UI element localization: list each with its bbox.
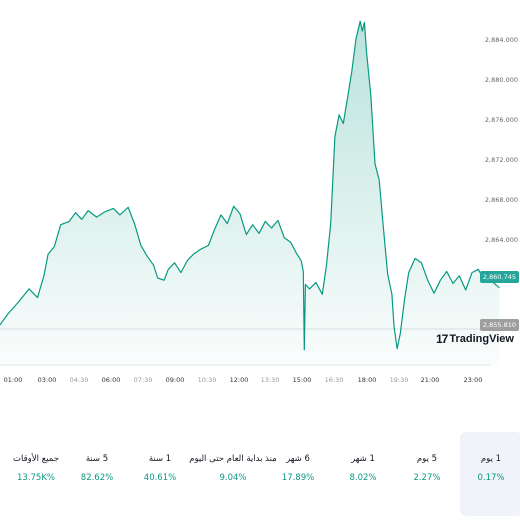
period-tab[interactable]: 1 شهر 8.02%: [332, 432, 394, 516]
period-tab[interactable]: 5 سنة 82.62%: [66, 432, 128, 516]
period-label: 5 يوم: [416, 454, 438, 464]
time-tick-label: 09:00: [165, 376, 185, 384]
period-label: منذ بداية العام حتى اليوم: [189, 454, 277, 464]
period-label: 1 شهر: [351, 454, 375, 464]
time-tick-label: 15:00: [292, 376, 312, 384]
performance-periods: 1 يوم 0.17% 5 يوم 2.27% 1 شهر 8.02% 6 شهر 17.89…: [0, 432, 520, 520]
time-tick-label: 12:00: [229, 376, 249, 384]
period-label: جميع الأوقات: [13, 454, 59, 464]
period-change-value: 2.27%: [413, 473, 441, 483]
time-tick-label: 07:30: [133, 376, 153, 384]
current-price-badge: 2,860.745: [479, 271, 519, 283]
time-tick-label: 16:30: [324, 376, 344, 384]
time-tick-label: 10:30: [197, 376, 217, 384]
price-tick-label: 2,864.000: [484, 236, 518, 244]
price-tick-label: 2,884.000: [484, 36, 518, 44]
period-label: 6 شهر: [286, 454, 310, 464]
period-tab[interactable]: منذ بداية العام حتى اليوم 9.04%: [185, 432, 281, 516]
chart-canvas[interactable]: [0, 0, 520, 400]
price-line: [0, 20, 500, 351]
time-tick-label: 06:00: [101, 376, 121, 384]
time-tick-label: 18:00: [357, 376, 377, 384]
tradingview-logo[interactable]: 17 TradingView: [436, 332, 514, 346]
time-tick-label: 04:30: [69, 376, 89, 384]
tradingview-logo-icon: 17: [436, 332, 448, 346]
period-change-value: 40.61%: [143, 473, 177, 483]
period-change-value: 9.04%: [219, 473, 247, 483]
time-tick-label: 01:00: [3, 376, 23, 384]
period-tab[interactable]: 1 سنة 40.61%: [129, 432, 191, 516]
period-label: 5 سنة: [85, 454, 109, 464]
price-tick-label: 2,872.000: [484, 156, 518, 164]
price-tick-label: 2,876.000: [484, 116, 518, 124]
time-tick-label: 13:30: [260, 376, 280, 384]
period-label: 1 يوم: [480, 454, 502, 464]
period-change-value: 13.75K%: [17, 473, 55, 483]
price-chart[interactable]: 2,884.000 2,880.000 2,876.000 2,872.000 2,86…: [0, 0, 520, 400]
price-tick-label: 2,880.000: [484, 76, 518, 84]
previous-close-badge: 2,855.810: [479, 319, 519, 331]
period-tab[interactable]: 6 شهر 17.89%: [267, 432, 329, 516]
tradingview-logo-text: TradingView: [449, 333, 514, 345]
price-area-fill: [0, 21, 500, 365]
period-change-value: 8.02%: [349, 473, 377, 483]
period-label: 1 سنة: [148, 454, 172, 464]
period-change-value: 0.17%: [477, 473, 505, 483]
time-tick-label: 23:00: [463, 376, 483, 384]
period-tab[interactable]: جميع الأوقات 13.75K%: [5, 432, 67, 516]
time-tick-label: 21:00: [420, 376, 440, 384]
price-tick-label: 2,868.000: [484, 196, 518, 204]
period-tab[interactable]: 1 يوم 0.17%: [460, 432, 520, 516]
period-change-value: 82.62%: [80, 473, 114, 483]
period-change-value: 17.89%: [281, 473, 315, 483]
time-tick-label: 19:30: [389, 376, 409, 384]
time-tick-label: 03:00: [37, 376, 57, 384]
period-tab[interactable]: 5 يوم 2.27%: [396, 432, 458, 516]
